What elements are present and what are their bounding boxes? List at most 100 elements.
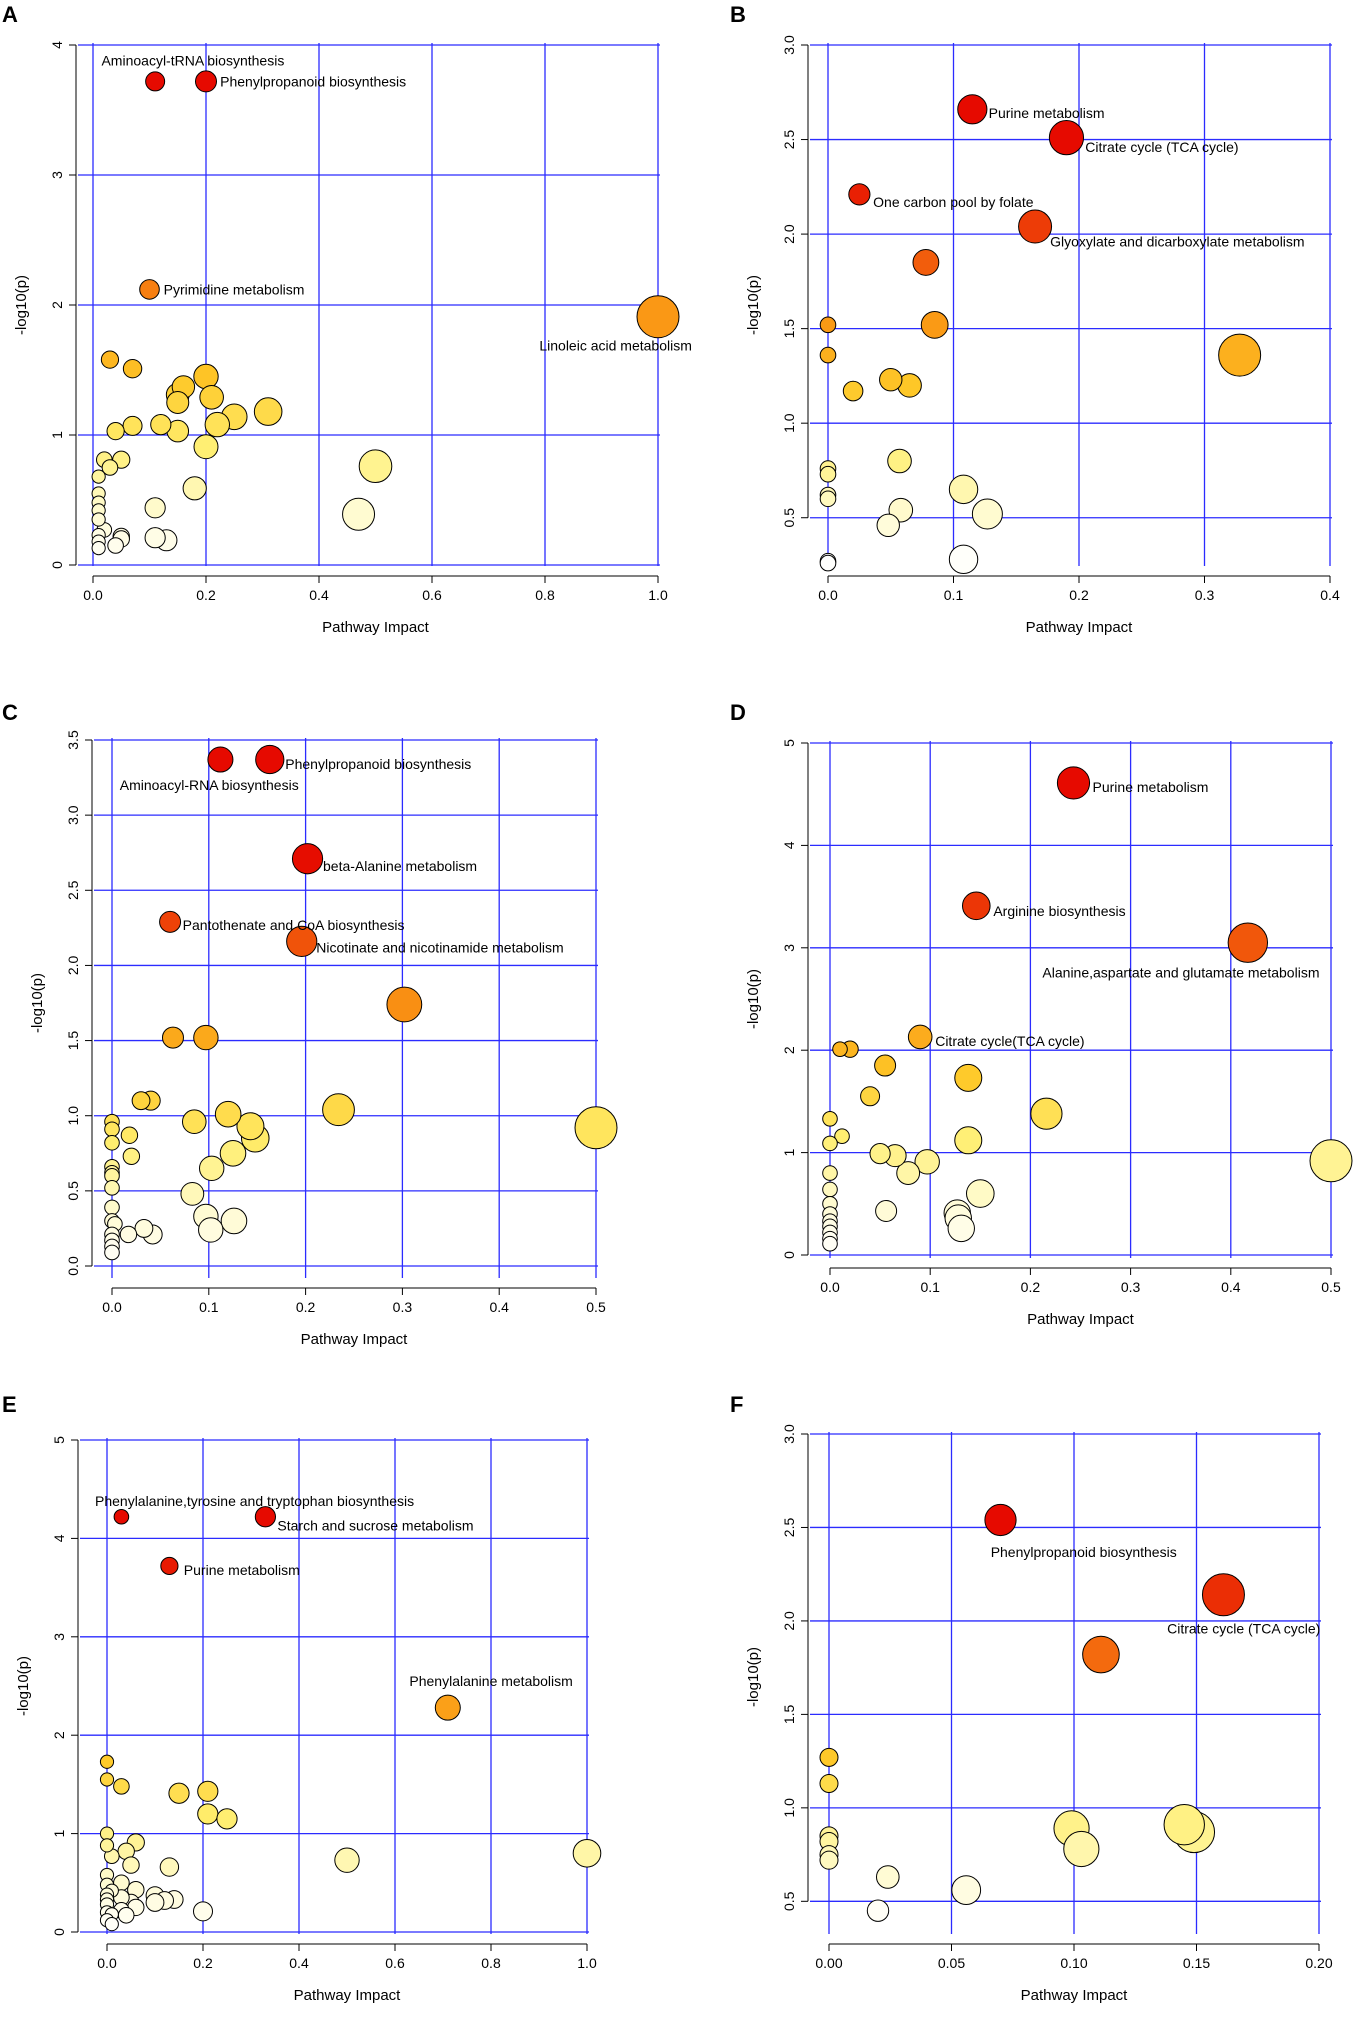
data-point	[322, 1093, 355, 1127]
data-point	[822, 1111, 838, 1127]
data-point	[150, 414, 172, 436]
data-point	[1063, 1830, 1100, 1868]
data-point	[106, 422, 125, 441]
y-tick-label: 1	[781, 1148, 797, 1156]
data-point	[876, 1865, 900, 1889]
x-axis-title: Pathway Impact	[301, 1331, 409, 1348]
pathway-annotation: Pyrimidine metabolism	[164, 281, 305, 297]
panel-c: C 0.0 0.1 0.2 0.3 0.4 0.5 0.0 0.5 1.0 1.5 2.0 2.5 3.0…	[2, 700, 618, 1348]
data-point	[869, 1143, 891, 1165]
data-point	[99, 1826, 115, 1841]
data-point	[819, 1774, 839, 1794]
x-tick-label: 0.6	[385, 1955, 405, 1971]
data-point	[101, 459, 119, 476]
data-point	[180, 1181, 205, 1206]
data-point	[848, 183, 871, 206]
data-point	[819, 554, 837, 572]
x-tick-label: 0.4	[309, 587, 329, 603]
x-tick-label: 0.3	[393, 1299, 413, 1315]
data-point	[957, 94, 988, 125]
pathway-annotation: Starch and sucrose metabolism	[277, 1518, 473, 1534]
y-tick-label: 1	[51, 1829, 67, 1837]
data-point	[100, 350, 120, 369]
data-point	[104, 1917, 119, 1932]
data-point	[286, 925, 318, 957]
data-point	[832, 1041, 848, 1057]
data-point	[104, 1134, 120, 1151]
data-point	[896, 1161, 921, 1185]
y-tick-label: 3	[49, 171, 65, 179]
data-point	[819, 1747, 839, 1767]
pathway-annotation: Purine metabolism	[184, 1562, 300, 1578]
data-point	[874, 1054, 897, 1077]
pathway-annotation: beta-Alanine metabolism	[323, 858, 477, 874]
data-point	[193, 1024, 219, 1051]
data-point	[104, 1121, 120, 1138]
x-tick-label: 0.10	[1060, 1955, 1087, 1971]
data-point	[182, 476, 207, 501]
y-tick-label: 0.5	[781, 508, 797, 528]
data-point	[220, 1207, 248, 1235]
data-point	[255, 744, 285, 775]
y-tick-label: 3	[781, 944, 797, 952]
data-point	[193, 1901, 213, 1922]
panel-b: B 0.0 0.1 0.2 0.3 0.4 0.5 1.0 1.5 2.0 2.5 3.0 Pathwa…	[730, 2, 1340, 636]
data-point	[1201, 1573, 1245, 1617]
x-axis-title: Pathway Impact	[1021, 1987, 1129, 2004]
data-point	[819, 316, 837, 334]
data-point	[961, 891, 991, 921]
x-axis-title: Pathway Impact	[1027, 1311, 1135, 1328]
y-tick-label: 5	[51, 1436, 67, 1444]
data-point	[966, 1179, 995, 1208]
y-tick-label: 0.5	[65, 1181, 81, 1201]
x-tick-label: 0.4	[489, 1299, 509, 1315]
y-axis-title: -log10(p)	[29, 973, 46, 1033]
y-tick-label: 3.0	[781, 1424, 797, 1444]
y-axis-title: -log10(p)	[745, 969, 762, 1029]
data-point	[1018, 209, 1053, 244]
data-point	[214, 1100, 242, 1128]
data-point	[822, 1165, 838, 1181]
data-point	[1056, 766, 1091, 800]
y-tick-label: 3.0	[65, 805, 81, 825]
x-tick-label: 0.1	[920, 1279, 940, 1295]
pathway-annotation: Phenylpropanoid biosynthesis	[285, 756, 471, 772]
data-point	[113, 1778, 130, 1795]
data-point	[107, 537, 124, 554]
data-point	[572, 1838, 602, 1868]
pathway-annotation: Arginine biosynthesis	[993, 903, 1125, 919]
data-point	[574, 1106, 618, 1150]
data-point	[971, 498, 1003, 530]
pathway-annotation: Phenylpropanoid biosynthesis	[991, 1544, 1177, 1560]
data-point	[207, 746, 234, 773]
data-point	[144, 497, 166, 519]
x-axis-title: Pathway Impact	[322, 619, 430, 636]
y-tick-label: 3.0	[781, 35, 797, 55]
data-point	[866, 1899, 890, 1922]
panel-label: E	[2, 1392, 17, 1417]
x-tick-label: 0.2	[1069, 587, 1089, 603]
x-axis-title: Pathway Impact	[294, 1987, 402, 2004]
x-axis-title: Pathway Impact	[1026, 619, 1134, 636]
data-point	[145, 71, 166, 92]
data-point	[198, 1217, 224, 1243]
y-tick-label: 5	[781, 739, 797, 747]
x-tick-label: 1.0	[577, 1955, 597, 1971]
y-tick-label: 0.5	[781, 1891, 797, 1911]
data-point	[122, 1856, 140, 1874]
x-tick-label: 0.5	[1321, 1279, 1341, 1295]
y-tick-label: 3.5	[65, 730, 81, 750]
data-point	[822, 1235, 838, 1252]
data-point	[948, 474, 979, 505]
pathway-annotation: Pantothenate and CoA biosynthesis	[183, 917, 405, 933]
pathway-annotation: Glyoxylate and dicarboxylate metabolism	[1050, 234, 1304, 250]
y-axis-title: -log10(p)	[745, 275, 762, 335]
data-point	[193, 434, 219, 460]
x-tick-label: 0.0	[102, 1299, 122, 1315]
panel-label: A	[2, 2, 18, 27]
data-point	[219, 1139, 247, 1167]
y-tick-label: 3	[51, 1633, 67, 1641]
data-point	[822, 1135, 838, 1152]
x-tick-label: 0.5	[586, 1299, 606, 1315]
data-point	[104, 1180, 120, 1196]
